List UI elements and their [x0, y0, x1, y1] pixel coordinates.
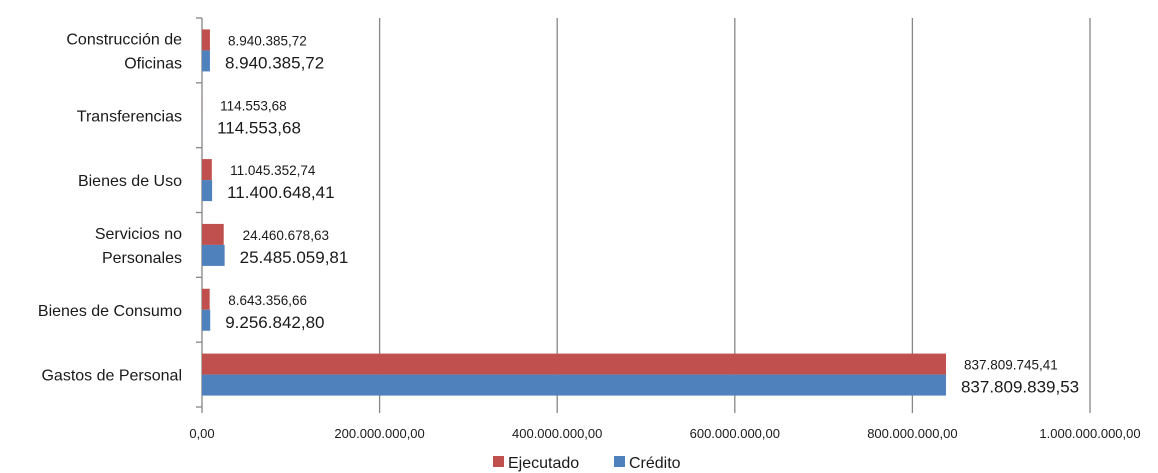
bar-ejecutado [202, 29, 210, 51]
bar-ejecutado [202, 353, 946, 375]
bar-ejecutado [202, 223, 224, 245]
category-label: Personales [102, 250, 182, 267]
legend-swatch-credito [614, 456, 625, 467]
category-label: Bienes de Consumo [38, 303, 182, 320]
category-label: Servicios no [95, 226, 182, 243]
bar-ejecutado [202, 159, 212, 181]
data-label-credito: 11.400.648,41 [227, 183, 334, 202]
x-tick-label: 0,00 [189, 426, 214, 441]
data-label-credito: 114.553,68 [217, 118, 301, 137]
x-tick-label: 800.000.000,00 [867, 426, 957, 441]
legend-label-ejecutado: Ejecutado [508, 455, 579, 472]
legend-swatch-ejecutado [493, 456, 504, 467]
bar-credito [202, 374, 946, 396]
category-label: Construcción de [66, 31, 182, 48]
data-label-ejecutado: 11.045.352,74 [230, 163, 316, 178]
data-label-ejecutado: 8.643.356,66 [228, 293, 307, 308]
bar-ejecutado [202, 288, 210, 310]
x-tick-label: 600.000.000,00 [690, 426, 780, 441]
bar-credito [202, 50, 210, 72]
data-label-credito: 9.256.842,80 [225, 313, 324, 332]
category-label: Transferencias [77, 108, 182, 125]
category-label: Bienes de Uso [78, 173, 182, 190]
data-label-credito: 8.940.385,72 [225, 53, 324, 72]
bar-credito [202, 180, 213, 202]
bar-credito [202, 244, 225, 266]
x-tick-label: 1.000.000.000,00 [1039, 426, 1140, 441]
data-label-credito: 837.809.839,53 [961, 378, 1079, 397]
category-label: Gastos de Personal [41, 368, 182, 385]
bar-credito [202, 309, 211, 331]
data-label-ejecutado: 114.553,68 [220, 98, 287, 113]
data-label-ejecutado: 8.940.385,72 [228, 33, 307, 48]
data-label-ejecutado: 24.460.678,63 [243, 228, 329, 243]
legend-label-credito: Crédito [629, 455, 681, 472]
x-tick-label: 200.000.000,00 [334, 426, 424, 441]
x-tick-label: 400.000.000,00 [512, 426, 602, 441]
data-label-ejecutado: 837.809.745,41 [964, 358, 1058, 373]
category-label: Oficinas [124, 55, 182, 72]
data-label-credito: 25.485.059,81 [240, 248, 349, 267]
